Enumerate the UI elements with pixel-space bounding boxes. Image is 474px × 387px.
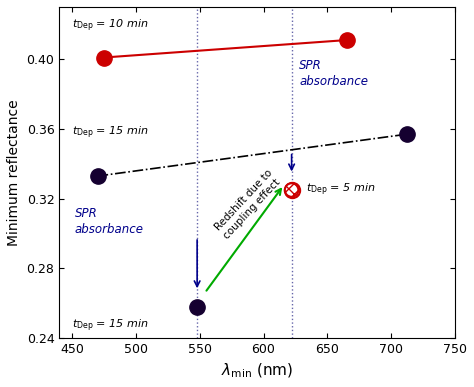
Y-axis label: Minimum reflectance: Minimum reflectance [7,99,21,246]
Text: $t_{\rm Dep}$ = 10 min: $t_{\rm Dep}$ = 10 min [72,18,149,34]
Text: $t_{\rm Dep}$ = 15 min: $t_{\rm Dep}$ = 15 min [72,124,149,141]
Text: $t_{\rm Dep}$ = 5 min: $t_{\rm Dep}$ = 5 min [306,182,375,198]
Point [288,187,295,193]
Text: Redshift due to
coupling effect: Redshift due to coupling effect [213,168,283,241]
Text: SPR
absorbance: SPR absorbance [299,59,368,88]
Text: SPR
absorbance: SPR absorbance [74,207,144,236]
Text: $t_{\rm Dep}$ = 15 min: $t_{\rm Dep}$ = 15 min [72,318,149,334]
X-axis label: $\lambda_{\mathrm{min}}$ (nm): $\lambda_{\mathrm{min}}$ (nm) [221,362,293,380]
